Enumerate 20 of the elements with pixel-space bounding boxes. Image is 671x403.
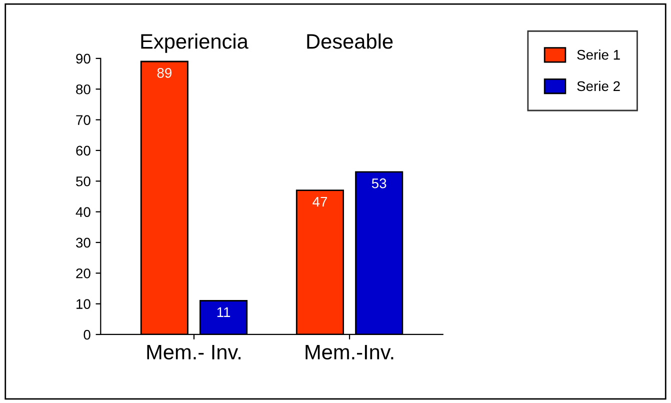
y-tick-label: 30 [76, 238, 90, 248]
y-tick-label: 10 [76, 299, 90, 309]
data-label: 53 [372, 178, 386, 188]
data-label: 89 [157, 68, 172, 78]
y-tick-label: 0 [84, 330, 90, 340]
y-tick-label: 90 [76, 54, 90, 64]
x-tick-label: Mem.- Inv. [147, 344, 241, 360]
y-tick-label: 20 [76, 268, 90, 278]
text: Experiencia [141, 33, 248, 53]
x-tick-label: Mem.-Inv. [306, 344, 394, 360]
text: Deseable [307, 33, 393, 49]
data-label: 47 [312, 196, 328, 207]
y-tick-label: 50 [76, 176, 90, 186]
data-label: 11 [217, 307, 230, 317]
y-tick-label: 40 [76, 207, 90, 217]
y-tick-label: 70 [76, 115, 90, 125]
y-tick-label: 80 [76, 84, 90, 94]
legend-label: Serie 1 [577, 50, 620, 60]
y-tick-label: 60 [76, 146, 90, 156]
legend-label: Serie 2 [577, 80, 620, 92]
